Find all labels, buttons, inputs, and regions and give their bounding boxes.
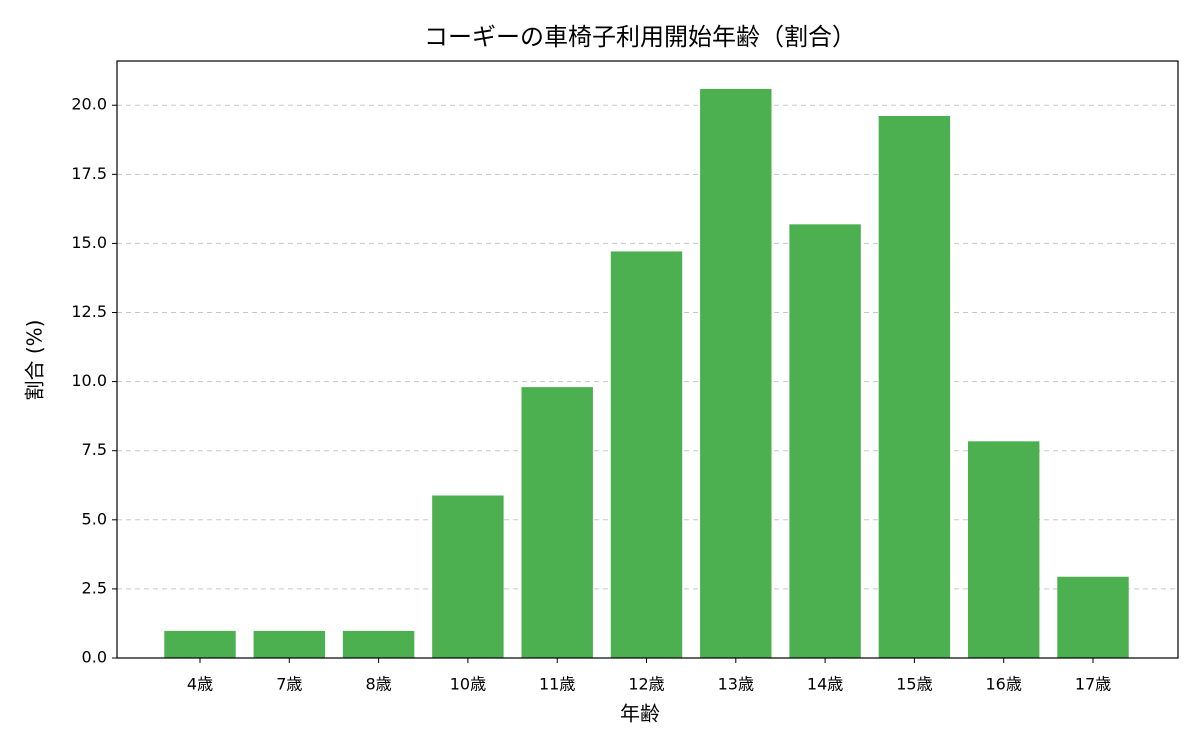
y-tick-label: 15.0 (71, 233, 107, 252)
bar (342, 630, 415, 658)
bar (610, 251, 683, 658)
x-tick-label: 14歳 (807, 675, 843, 694)
x-tick-label: 8歳 (366, 675, 392, 694)
x-tick-label: 4歳 (187, 675, 213, 694)
bar (789, 224, 861, 659)
y-axis-label: 割合 (%) (23, 320, 47, 401)
x-tick-label: 10歳 (450, 675, 486, 694)
y-tick-label: 0.0 (82, 648, 107, 667)
bar (967, 441, 1040, 658)
y-tick-label: 5.0 (82, 509, 107, 528)
y-tick-label: 12.5 (71, 302, 107, 321)
chart-title: コーギーの車椅子利用開始年齢（割合） (424, 23, 856, 51)
bar (253, 630, 326, 658)
y-tick-label: 2.5 (82, 578, 107, 597)
bar (521, 387, 593, 658)
x-tick-label: 15歳 (896, 675, 932, 694)
y-tick-label: 7.5 (82, 440, 107, 459)
x-tick-label: 7歳 (276, 675, 302, 694)
x-tick-label: 12歳 (628, 675, 664, 694)
bar (1057, 576, 1129, 658)
y-tick-label: 10.0 (71, 371, 107, 390)
bar (164, 630, 236, 658)
y-tick-label: 17.5 (71, 164, 107, 183)
x-tick-label: 16歳 (986, 675, 1022, 694)
plot-frame (116, 60, 1179, 659)
bar (432, 495, 504, 658)
bar (700, 88, 772, 658)
y-tick-label: 20.0 (71, 95, 107, 114)
x-tick-label: 11歳 (539, 675, 575, 694)
x-tick-label: 17歳 (1075, 675, 1111, 694)
x-axis-label: 年齢 (620, 702, 660, 726)
x-tick-label: 13歳 (718, 675, 754, 694)
bar (878, 116, 951, 658)
